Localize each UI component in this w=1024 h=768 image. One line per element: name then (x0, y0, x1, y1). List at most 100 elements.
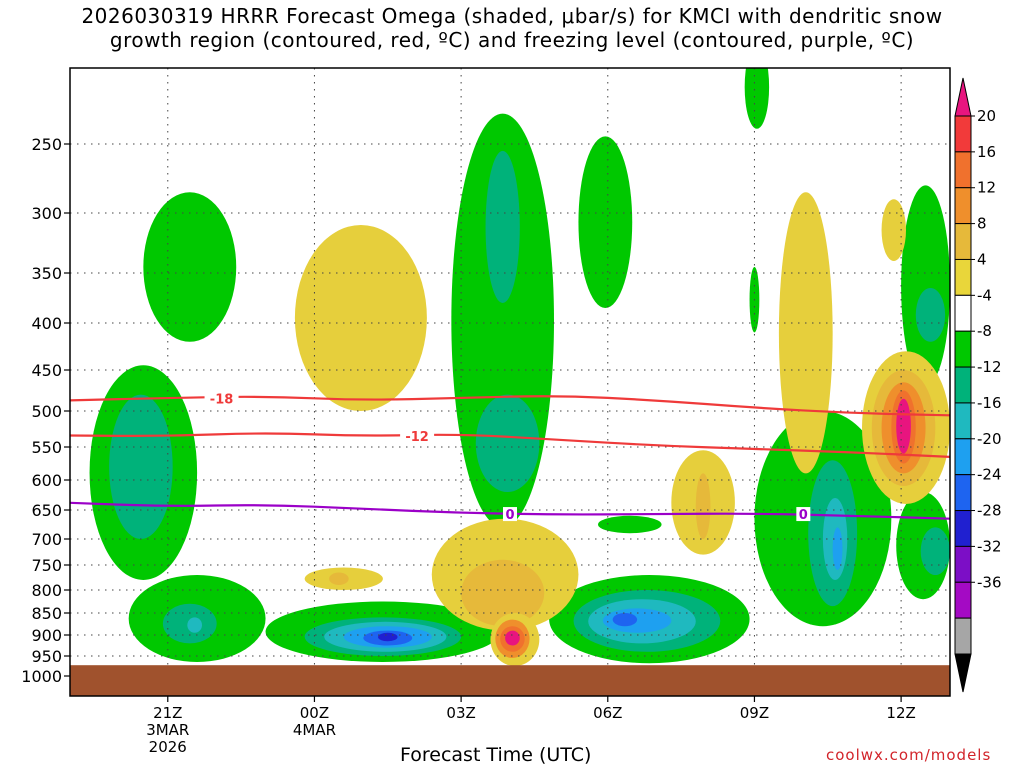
colorbar-swatch-11 (954, 474, 972, 512)
omega-region-42 (695, 473, 711, 539)
y-tick-label-950: 950 (31, 647, 62, 666)
y-axis: 250 300 350 400 450 500 550 600 650 700 750 800 850 9… (21, 135, 70, 686)
y-tick-label-650: 650 (31, 501, 62, 520)
colorbar-swatch-4 (954, 223, 972, 260)
omega-region-27 (832, 527, 843, 570)
omega-region-21 (612, 613, 638, 627)
omega-region-5 (187, 617, 203, 633)
colorbar-label--20: -20 (977, 430, 1002, 448)
omega-region-15 (578, 136, 633, 308)
omega-region-16 (598, 515, 662, 534)
contour-label-3: 0 (799, 508, 808, 523)
omega-region-34 (329, 572, 349, 585)
x-tick-label-00Z: 00Z (300, 704, 329, 722)
colorbar-label--8: -8 (977, 322, 992, 340)
y-tick-label-250: 250 (31, 135, 62, 154)
omega-region-31 (920, 527, 950, 575)
colorbar-label-12: 12 (977, 179, 996, 197)
temperature-contours: -18 -12 0 0 (70, 391, 950, 523)
y-tick-label-500: 500 (31, 402, 62, 421)
colorbar-label-4: 4 (977, 250, 987, 268)
omega-region-29 (915, 288, 946, 342)
omega-region-40 (505, 630, 520, 646)
y-tick-label-550: 550 (31, 438, 62, 457)
colorbar-swatch-12 (954, 510, 972, 547)
y-tick-label-1000: 1000 (21, 667, 62, 686)
colorbar-label--32: -32 (977, 537, 1002, 555)
y-tick-label-700: 700 (31, 530, 62, 549)
contour-label-bg-3 (796, 507, 811, 522)
colorbar-label--28: -28 (977, 502, 1002, 520)
omega-region-0 (143, 192, 237, 342)
y-tick-label-800: 800 (31, 581, 62, 600)
y-tick-label-850: 850 (31, 604, 62, 623)
colorbar-label--16: -16 (977, 394, 1002, 412)
contour-label-bg-2 (503, 507, 517, 522)
ground-fill (70, 665, 950, 696)
x-tick-label-03Z: 03Z (446, 704, 475, 722)
y-tick-label-400: 400 (31, 314, 62, 333)
colorbar-swatch-15 (954, 617, 972, 655)
contour-label-0: -18 (210, 393, 234, 408)
chart-title: 2026030319 HRRR Forecast Omega (shaded, … (0, 4, 1024, 52)
x-tick-sublabel-00Z: 4MAR (293, 721, 336, 739)
y-tick-label-450: 450 (31, 361, 62, 380)
colorbar-label--36: -36 (977, 573, 1002, 591)
plot-frame (69, 67, 951, 697)
colorbar-swatch-7 (954, 330, 972, 368)
omega-region-32 (294, 225, 427, 411)
colorbar-swatch-6 (954, 294, 972, 332)
omega-region-44 (881, 199, 906, 261)
colorbar-label-20: 20 (977, 107, 996, 125)
y-tick-label-350: 350 (31, 264, 62, 283)
colorbar-label-16: 16 (977, 143, 996, 161)
colorbar-swatch-13 (954, 545, 972, 583)
colorbar-label-8: 8 (977, 215, 987, 233)
colorbar-label--24: -24 (977, 466, 1002, 484)
y-tick-label-300: 300 (31, 204, 62, 223)
omega-region-22 (744, 68, 770, 129)
colorbar-label--4: -4 (977, 286, 992, 304)
colorbar-swatch-1 (954, 115, 972, 153)
colorbar-label--12: -12 (977, 358, 1002, 376)
colorbar-top-arrow (954, 77, 972, 117)
colorbar-swatch-9 (954, 402, 972, 440)
omega-region-11 (378, 632, 398, 642)
contour-label-2: 0 (505, 508, 514, 523)
y-tick-label-750: 750 (31, 556, 62, 575)
y-tick-label-600: 600 (31, 471, 62, 490)
colorbar-swatch-10 (954, 438, 972, 476)
omega-region-49 (896, 398, 911, 454)
chart-title-line-1: 2026030319 HRRR Forecast Omega (shaded, … (81, 4, 943, 28)
x-tick-label-06Z: 06Z (593, 704, 622, 722)
colorbar-swatch-3 (954, 187, 972, 225)
omega-shading (89, 68, 950, 666)
colorbar-swatch-5 (954, 258, 972, 296)
contour-label-1: -12 (405, 430, 429, 445)
x-axis-title: Forecast Time (UTC) (400, 744, 592, 766)
omega-region-2 (109, 394, 173, 539)
y-tick-label-900: 900 (31, 626, 62, 645)
omega-region-43 (778, 192, 833, 474)
omega-region-13 (485, 150, 520, 303)
x-tick-label-12Z: 12Z (886, 704, 915, 722)
contour-dgz-minus18 (70, 395, 950, 417)
x-tick-year-21Z: 2026 (149, 738, 187, 756)
omega-region-36 (461, 559, 545, 627)
colorbar-swatch-8 (954, 366, 972, 404)
x-tick-sublabel-21Z: 3MAR (146, 721, 189, 739)
x-tick-label-21Z: 21Z (153, 704, 182, 722)
credit-text: coolwx.com/models (826, 746, 992, 764)
chart-title-line-2: growth region (contoured, red, ºC) and f… (109, 28, 915, 52)
x-tick-label-09Z: 09Z (740, 704, 769, 722)
omega-region-14 (475, 394, 540, 492)
colorbar: 20 16 12 8 4 -4 -8 -12 -16 -20 -24 -28 -32 -36 (954, 77, 1002, 693)
contour-label-bg-0 (204, 391, 239, 406)
colorbar-swatch-2 (954, 151, 972, 189)
contour-dgz-minus12 (70, 432, 950, 458)
contour-label-bg-1 (400, 429, 435, 444)
ground-layer (70, 665, 950, 696)
colorbar-bottom-arrow (954, 653, 972, 693)
